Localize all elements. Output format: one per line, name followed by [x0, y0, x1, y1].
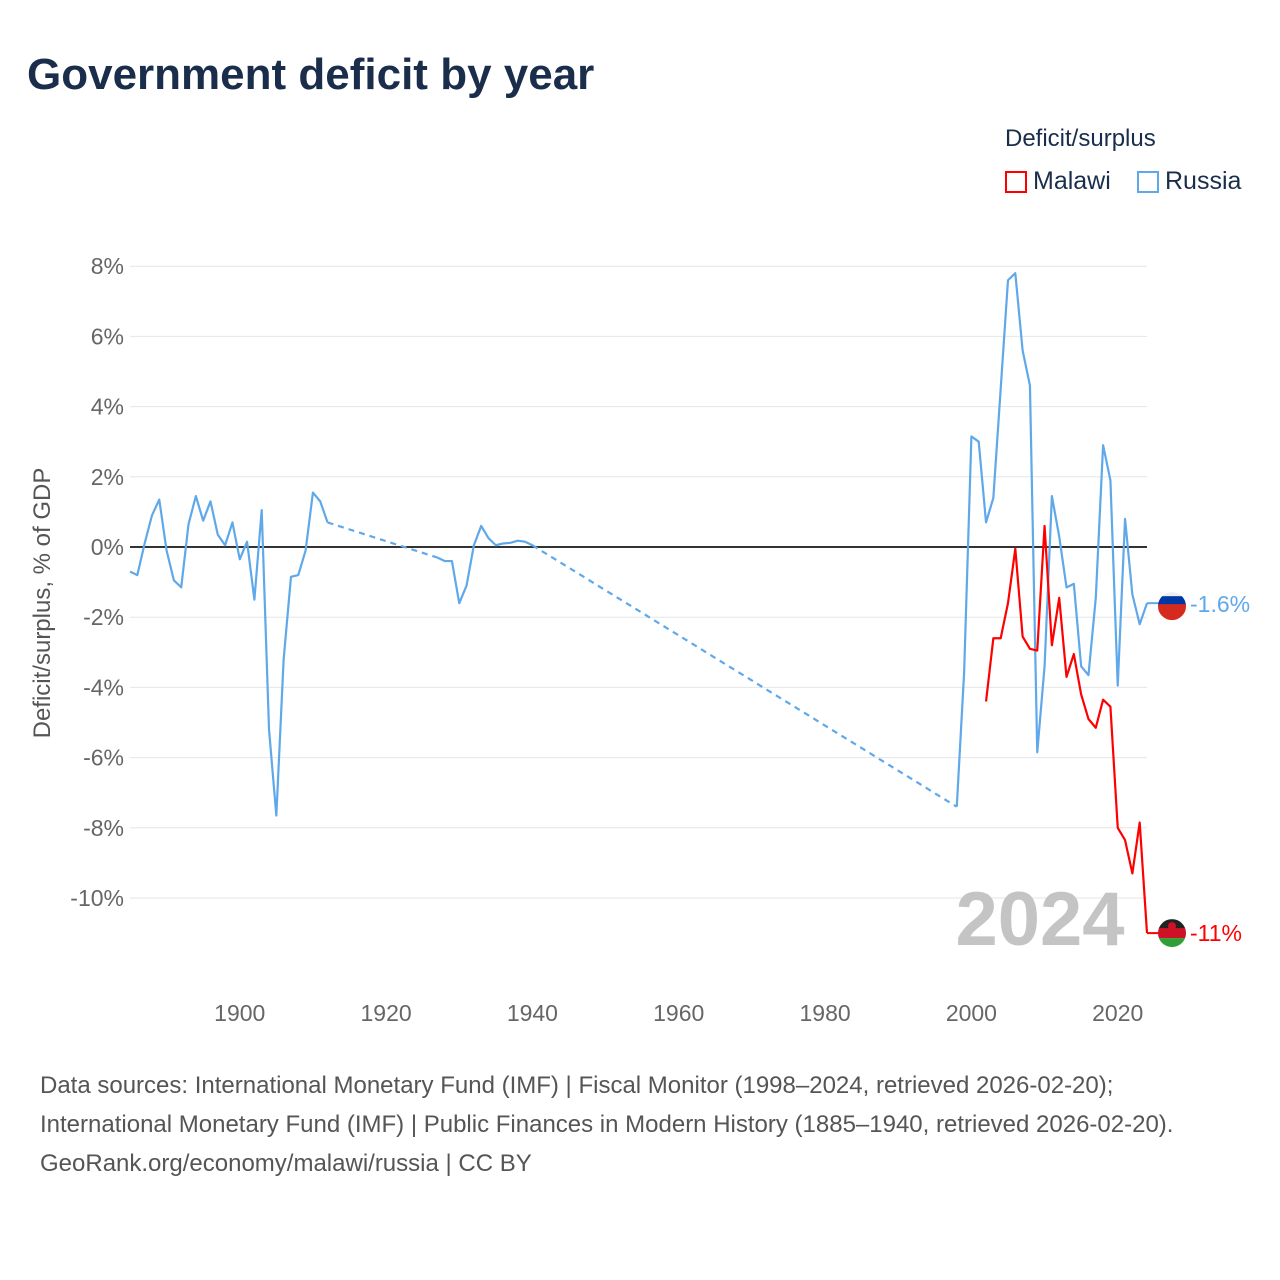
- legend-label-malawi: Malawi: [1033, 167, 1111, 195]
- y-tick-label: -8%: [83, 815, 124, 841]
- x-tick-label: 1920: [360, 1000, 411, 1026]
- y-tick-label: -4%: [83, 674, 124, 700]
- data-sources: Data sources: International Monetary Fun…: [40, 1072, 1174, 1138]
- x-tick-label: 1940: [507, 1000, 558, 1026]
- legend-item-russia[interactable]: Russia: [1137, 167, 1241, 196]
- flag-stripe: [1158, 928, 1186, 939]
- series-gap-russia: [327, 521, 438, 559]
- y-tick-label: -2%: [83, 604, 124, 630]
- x-tick-label: 1980: [799, 1000, 850, 1026]
- malawi-flag-icon: [1158, 919, 1186, 948]
- credit-link[interactable]: GeoRank.org/economy/malawi/russia | CC B…: [40, 1150, 532, 1177]
- footer: Data sources: International Monetary Fun…: [40, 1066, 1240, 1183]
- year-watermark: 2024: [955, 877, 1124, 962]
- legend-label-russia: Russia: [1165, 167, 1242, 195]
- chart-title: Government deficit by year: [27, 50, 595, 99]
- series-line-russia: [436, 524, 533, 605]
- flag-stripe: [1158, 609, 1186, 621]
- russia-flag-icon: [1158, 592, 1186, 621]
- y-tick-label: 4%: [91, 394, 124, 420]
- x-tick-label: 1900: [214, 1000, 265, 1026]
- x-tick-label: 2000: [946, 1000, 997, 1026]
- y-tick-label: 6%: [91, 323, 124, 349]
- russia-end-label: -1.6%: [1190, 591, 1250, 617]
- legend-title: Deficit/surplus: [1005, 125, 1156, 152]
- flag-stripe: [1158, 604, 1186, 614]
- y-tick-label: 2%: [91, 464, 124, 490]
- flag-stripe: [1158, 938, 1186, 948]
- series-line-russia: [129, 491, 329, 817]
- y-axis-label: Deficit/surplus, % of GDP: [29, 468, 56, 739]
- y-tick-label: -10%: [70, 885, 124, 911]
- flag-stripe: [1158, 596, 1186, 606]
- legend-swatch-russia: [1137, 170, 1159, 193]
- x-tick-label: 1960: [653, 1000, 704, 1026]
- series-line-malawi: [984, 524, 1149, 934]
- malawi-end-label: -11%: [1190, 920, 1242, 946]
- legend-swatch-malawi: [1005, 170, 1027, 193]
- series-line-russia: [955, 272, 1149, 807]
- series-gap-russia: [531, 544, 958, 808]
- y-tick-label: -6%: [83, 745, 124, 771]
- flag-sun: [1168, 922, 1176, 931]
- y-tick-label: 0%: [91, 534, 124, 560]
- legend-item-malawi[interactable]: Malawi: [1005, 167, 1111, 196]
- flag-stripe: [1158, 592, 1186, 599]
- y-tick-label: 8%: [91, 253, 124, 279]
- x-tick-label: 2020: [1092, 1000, 1143, 1026]
